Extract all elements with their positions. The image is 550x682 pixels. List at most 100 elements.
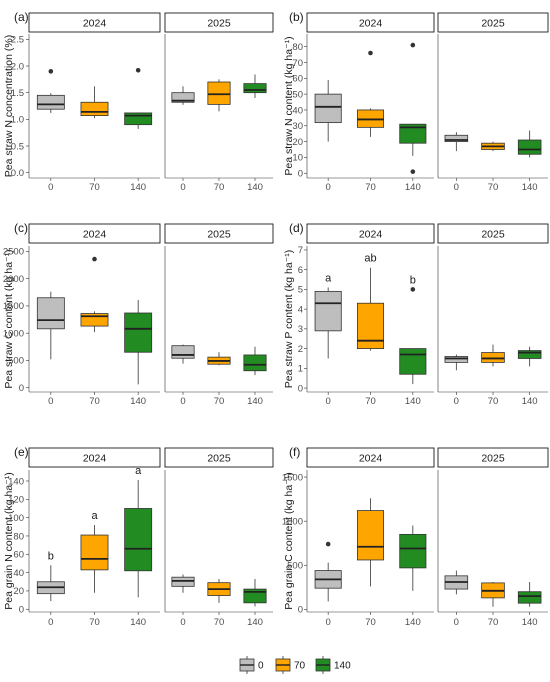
box-body	[399, 533, 427, 569]
x-tick-label: 0	[326, 182, 331, 193]
y-tick-label: 2.0	[11, 61, 24, 72]
x-tick-label: 70	[214, 617, 225, 628]
facet-strip-label: 2024	[359, 453, 383, 465]
y-tick-label: 2.5	[11, 35, 24, 46]
box-body	[517, 591, 542, 604]
facet-strip-label: 2024	[359, 229, 383, 241]
facet-strip	[28, 12, 161, 33]
y-tick-label: 30	[292, 121, 303, 132]
legend-label: 70	[294, 661, 306, 672]
y-tick-label: 1	[298, 364, 303, 375]
box-body	[243, 354, 267, 372]
y-tick-label: 1.5	[11, 88, 24, 99]
box-0	[314, 79, 342, 142]
box-body	[171, 92, 195, 103]
box-0	[36, 291, 65, 360]
x-tick-label: 140	[405, 396, 421, 407]
box-140: a	[124, 465, 153, 598]
box-140	[517, 346, 542, 367]
outlier-point	[410, 42, 416, 48]
y-tick-label: 50	[292, 89, 303, 100]
x-tick-label: 70	[89, 182, 100, 193]
legend-item-70: 70	[275, 656, 306, 674]
box-body	[171, 576, 195, 587]
box-body	[314, 290, 342, 332]
box-140: b	[399, 274, 427, 385]
box-body	[36, 297, 65, 330]
box-70	[356, 498, 385, 587]
y-tick-label: 4	[298, 304, 303, 315]
x-tick-label: 70	[488, 617, 499, 628]
legend-item-0: 0	[239, 656, 264, 674]
y-axis-title: Pea straw N concentration (%)	[3, 35, 15, 177]
y-tick-label: 2000	[3, 274, 24, 285]
x-tick-label: 70	[214, 182, 225, 193]
box-140	[517, 582, 542, 607]
x-tick-label: 140	[130, 182, 146, 193]
y-tick-label: 0	[298, 383, 303, 394]
significance-letter: a	[135, 465, 142, 477]
x-tick-label: 70	[89, 396, 100, 407]
legend-label: 140	[334, 661, 351, 672]
box-140	[399, 525, 427, 591]
facet-strip-label: 2024	[83, 453, 107, 465]
box-body	[80, 101, 109, 117]
box-body	[399, 123, 427, 144]
y-tick-label: 1000	[282, 516, 303, 527]
panel-c: (c) Pea straw C content (kg ha⁻¹) 0 500 1000…	[3, 221, 274, 407]
y-tick-label: 0	[298, 169, 303, 180]
x-tick-label: 0	[180, 617, 185, 628]
x-tick-label: 70	[488, 396, 499, 407]
y-axis-title: Pea straw C content (kg ha⁻¹)	[3, 249, 15, 388]
box-0: a	[314, 272, 342, 359]
box-70	[80, 86, 109, 119]
significance-letter: ab	[364, 253, 376, 265]
box-body	[36, 94, 65, 110]
facet-strip	[437, 12, 549, 33]
box-body	[124, 508, 153, 572]
y-tick-label: 0	[19, 383, 24, 394]
box-70	[207, 579, 231, 603]
significance-letter: a	[325, 272, 332, 284]
y-tick-label: 7	[298, 245, 303, 256]
box-body	[80, 534, 109, 571]
y-tick-label: 6	[298, 265, 303, 276]
x-tick-label: 140	[247, 396, 263, 407]
x-tick-label: 70	[365, 617, 376, 628]
facet-strip	[164, 12, 274, 33]
x-tick-label: 70	[214, 396, 225, 407]
x-tick-label: 140	[522, 182, 538, 193]
x-tick-label: 140	[522, 617, 538, 628]
x-tick-label: 0	[180, 396, 185, 407]
facet-strip-label: 2025	[481, 229, 505, 241]
y-tick-label: 70	[292, 58, 303, 69]
box-body	[481, 352, 505, 363]
panel-b: (b)Pea straw N content (kg ha⁻¹) 01020304…	[283, 10, 549, 193]
y-tick-label: 140	[8, 476, 24, 487]
box-70: a	[80, 510, 109, 593]
y-tick-label: 100	[8, 513, 24, 524]
y-tick-label: 5	[298, 285, 303, 296]
y-tick-label: 120	[8, 495, 24, 506]
x-tick-label: 70	[89, 617, 100, 628]
box-body	[124, 112, 153, 126]
y-tick-label: 1500	[3, 301, 24, 312]
box-70	[356, 50, 385, 137]
y-tick-label: 10	[292, 153, 303, 164]
facet-strip	[164, 447, 274, 468]
box-140	[517, 130, 542, 158]
y-axis-title: Pea straw N content (kg ha⁻¹)	[283, 36, 295, 175]
panel-a: (a) Pea straw N concentration (%)0.0 0.5 1.…	[3, 10, 274, 193]
panel-label: (f)	[289, 445, 300, 459]
y-tick-label: 500	[287, 561, 303, 572]
y-tick-label: 1500	[282, 472, 303, 483]
box-body	[444, 134, 469, 143]
y-tick-label: 500	[8, 356, 24, 367]
box-0	[444, 132, 469, 152]
significance-letter: b	[48, 550, 54, 562]
box-140	[124, 67, 153, 129]
panel-label: (e)	[14, 445, 29, 459]
y-tick-label: 0.5	[11, 141, 24, 152]
box-140	[243, 74, 267, 98]
y-tick-label: 2500	[3, 247, 24, 258]
